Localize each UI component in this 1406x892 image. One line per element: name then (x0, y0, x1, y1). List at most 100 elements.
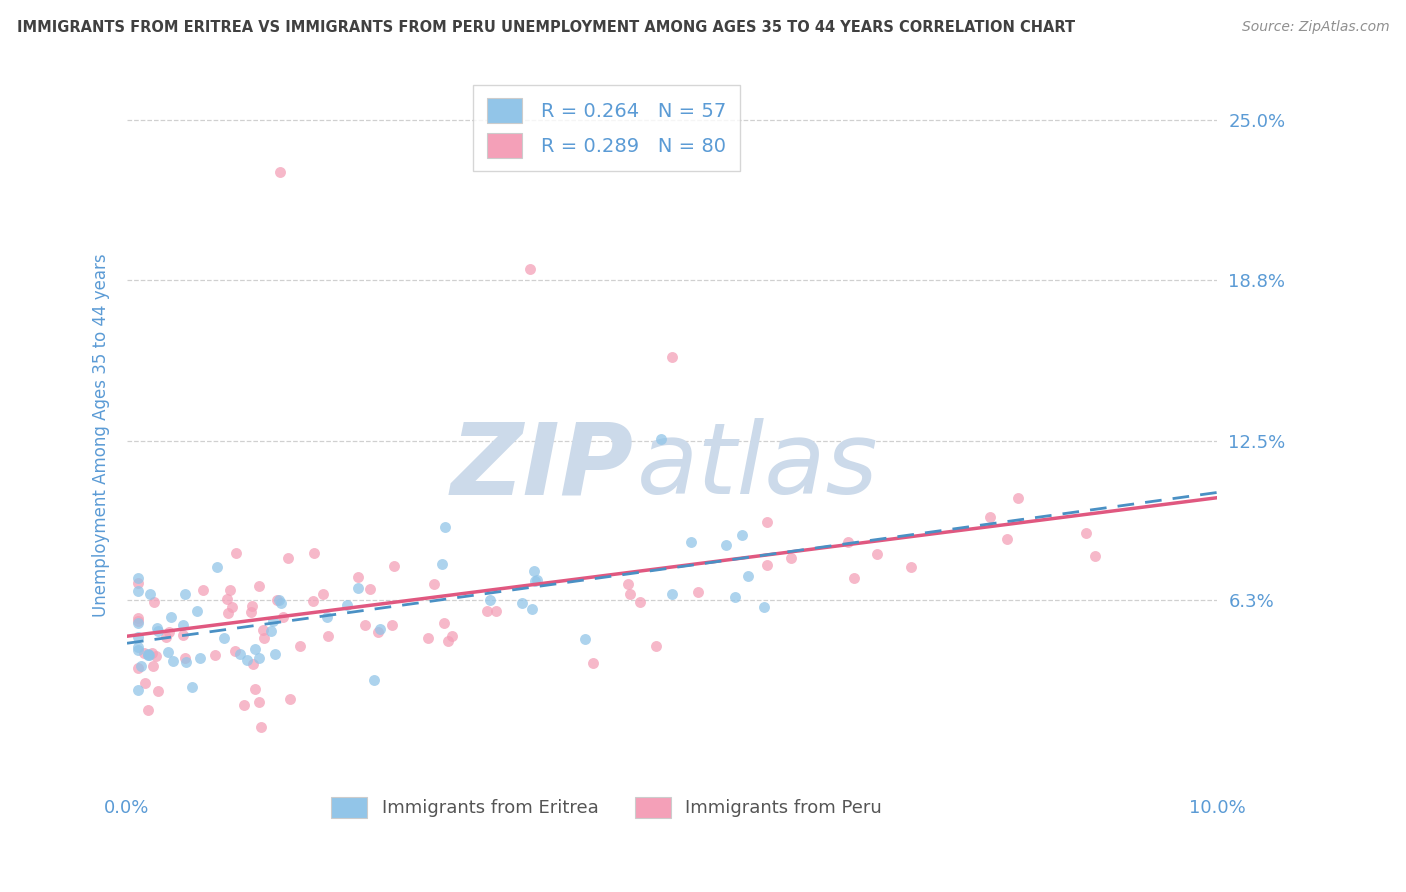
Point (437, 634, 460, 648)
Point (228, 648, 250, 662)
Point (1083, 549, 1105, 564)
Point (979, 510, 1001, 524)
Point (239, 605, 262, 619)
Point (204, 648, 226, 663)
Point (155, 630, 177, 644)
Legend: Immigrants from Eritrea, Immigrants from Peru: Immigrants from Eritrea, Immigrants from… (325, 789, 889, 825)
Point (232, 698, 254, 713)
Point (127, 661, 149, 675)
Point (186, 604, 208, 618)
Point (160, 610, 183, 624)
Point (217, 592, 239, 607)
Point (440, 629, 463, 643)
Point (132, 646, 155, 660)
Point (756, 515, 779, 529)
Point (253, 631, 276, 645)
Point (311, 586, 333, 600)
Point (157, 624, 180, 639)
Point (236, 652, 259, 666)
Point (628, 595, 651, 609)
Point (269, 593, 291, 607)
Y-axis label: Unemployment Among Ages 35 to 44 years: Unemployment Among Ages 35 to 44 years (93, 253, 110, 616)
Point (240, 599, 263, 613)
Point (359, 582, 381, 596)
Point (756, 558, 779, 572)
Point (866, 547, 889, 561)
Point (127, 682, 149, 697)
Point (250, 720, 273, 734)
Point (217, 606, 239, 620)
Point (252, 623, 274, 637)
Point (146, 624, 169, 639)
Point (127, 575, 149, 590)
Point (686, 584, 709, 599)
Point (302, 593, 325, 607)
Point (141, 647, 163, 661)
Point (316, 609, 339, 624)
Point (127, 615, 149, 630)
Point (249, 579, 271, 593)
Point (247, 695, 270, 709)
Text: atlas: atlas (637, 418, 879, 516)
Point (290, 640, 312, 654)
Point (262, 615, 284, 629)
Point (129, 659, 152, 673)
Point (136, 647, 159, 661)
Point (780, 551, 803, 566)
Point (382, 558, 405, 573)
Point (520, 602, 543, 616)
Point (368, 622, 391, 636)
Point (180, 680, 202, 694)
Point (214, 632, 236, 646)
Point (574, 632, 596, 646)
Point (714, 538, 737, 552)
Point (188, 650, 211, 665)
Point (418, 631, 440, 645)
Point (519, 262, 541, 277)
Point (477, 604, 499, 618)
Point (138, 648, 160, 662)
Point (617, 577, 640, 591)
Point (221, 599, 243, 614)
Point (243, 642, 266, 657)
Point (485, 604, 508, 618)
Point (260, 624, 283, 639)
Point (900, 559, 922, 574)
Point (174, 650, 197, 665)
Point (143, 594, 166, 608)
Point (176, 655, 198, 669)
Point (271, 610, 294, 624)
Point (316, 630, 339, 644)
Point (650, 432, 672, 446)
Point (434, 520, 457, 534)
Point (582, 656, 605, 670)
Point (139, 587, 162, 601)
Point (172, 618, 194, 632)
Point (681, 535, 703, 549)
Text: ZIP: ZIP (451, 418, 634, 516)
Point (134, 676, 156, 690)
Point (218, 583, 240, 598)
Point (162, 654, 184, 668)
Point (837, 535, 859, 549)
Point (127, 571, 149, 585)
Point (136, 648, 159, 662)
Point (172, 627, 194, 641)
Point (127, 584, 149, 599)
Point (479, 593, 502, 607)
Point (367, 624, 389, 639)
Point (277, 550, 299, 565)
Point (302, 546, 325, 560)
Point (731, 528, 754, 542)
Point (146, 621, 169, 635)
Point (191, 582, 214, 597)
Point (142, 659, 165, 673)
Point (336, 598, 359, 612)
Point (353, 618, 375, 632)
Point (842, 572, 865, 586)
Point (510, 596, 533, 610)
Point (136, 703, 159, 717)
Point (269, 165, 291, 179)
Point (619, 587, 641, 601)
Point (270, 596, 292, 610)
